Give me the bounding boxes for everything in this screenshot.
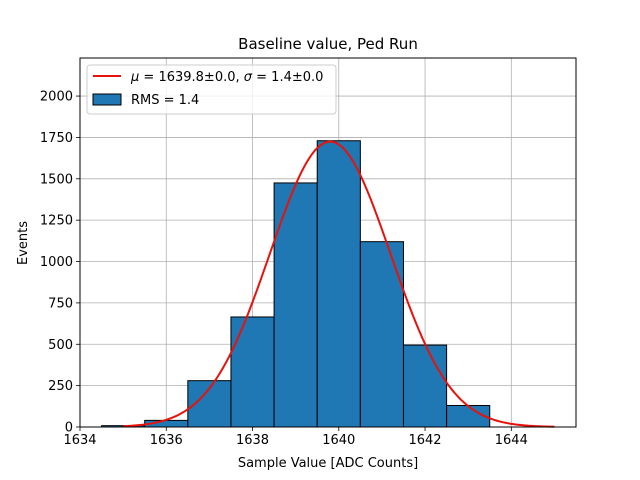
y-tick-label: 0 [65, 421, 73, 436]
x-axis-ticks: 1634 1636 1638 1640 1642 1644 [63, 427, 528, 448]
x-tick-label: 1640 [322, 433, 355, 448]
x-tick-label: 1634 [63, 433, 96, 448]
legend-box [86, 64, 337, 115]
gaussian-fit [123, 140, 555, 428]
histogram-bar [402, 344, 448, 428]
legend-hist-label: RMS = 1.4 [131, 93, 199, 108]
y-axis-label: Events [16, 221, 31, 265]
y-tick-label: 1250 [40, 214, 73, 229]
y-tick-label: 2000 [40, 90, 73, 105]
y-tick-label: 1750 [40, 131, 73, 146]
y-tick-label: 250 [48, 379, 73, 394]
fit-curve [123, 140, 555, 428]
legend-fit-label: μ = 1639.8±0.0, σ = 1.4±0.0 [130, 70, 323, 85]
chart-title: Baseline value, Ped Run [238, 35, 418, 53]
plot-frame [79, 57, 577, 428]
x-tick-label: 1636 [150, 433, 183, 448]
legend-hist-swatch [92, 93, 122, 106]
legend-mu-value: = 1639.8±0.0, [139, 70, 243, 85]
legend-sigma-symbol: σ [244, 70, 253, 85]
y-tick-label: 500 [48, 338, 73, 353]
legend: μ = 1639.8±0.0, σ = 1.4±0.0 RMS = 1.4 [86, 64, 337, 115]
y-tick-label: 750 [48, 296, 73, 311]
x-tick-label: 1644 [495, 433, 528, 448]
legend-mu-symbol: μ [130, 70, 139, 85]
histogram-bar [230, 316, 275, 428]
x-tick-label: 1642 [408, 433, 441, 448]
legend-sigma-value: = 1.4±0.0 [252, 70, 323, 85]
y-axis-ticks: 0 250 500 750 1000 1250 1500 1750 2000 [40, 90, 80, 436]
x-axis-label: Sample Value [ADC Counts] [238, 456, 418, 471]
histogram-bar [316, 140, 361, 428]
y-tick-label: 1000 [40, 255, 73, 270]
x-tick-label: 1638 [236, 433, 269, 448]
y-tick-label: 1500 [40, 172, 73, 187]
histogram-bar [273, 182, 318, 428]
